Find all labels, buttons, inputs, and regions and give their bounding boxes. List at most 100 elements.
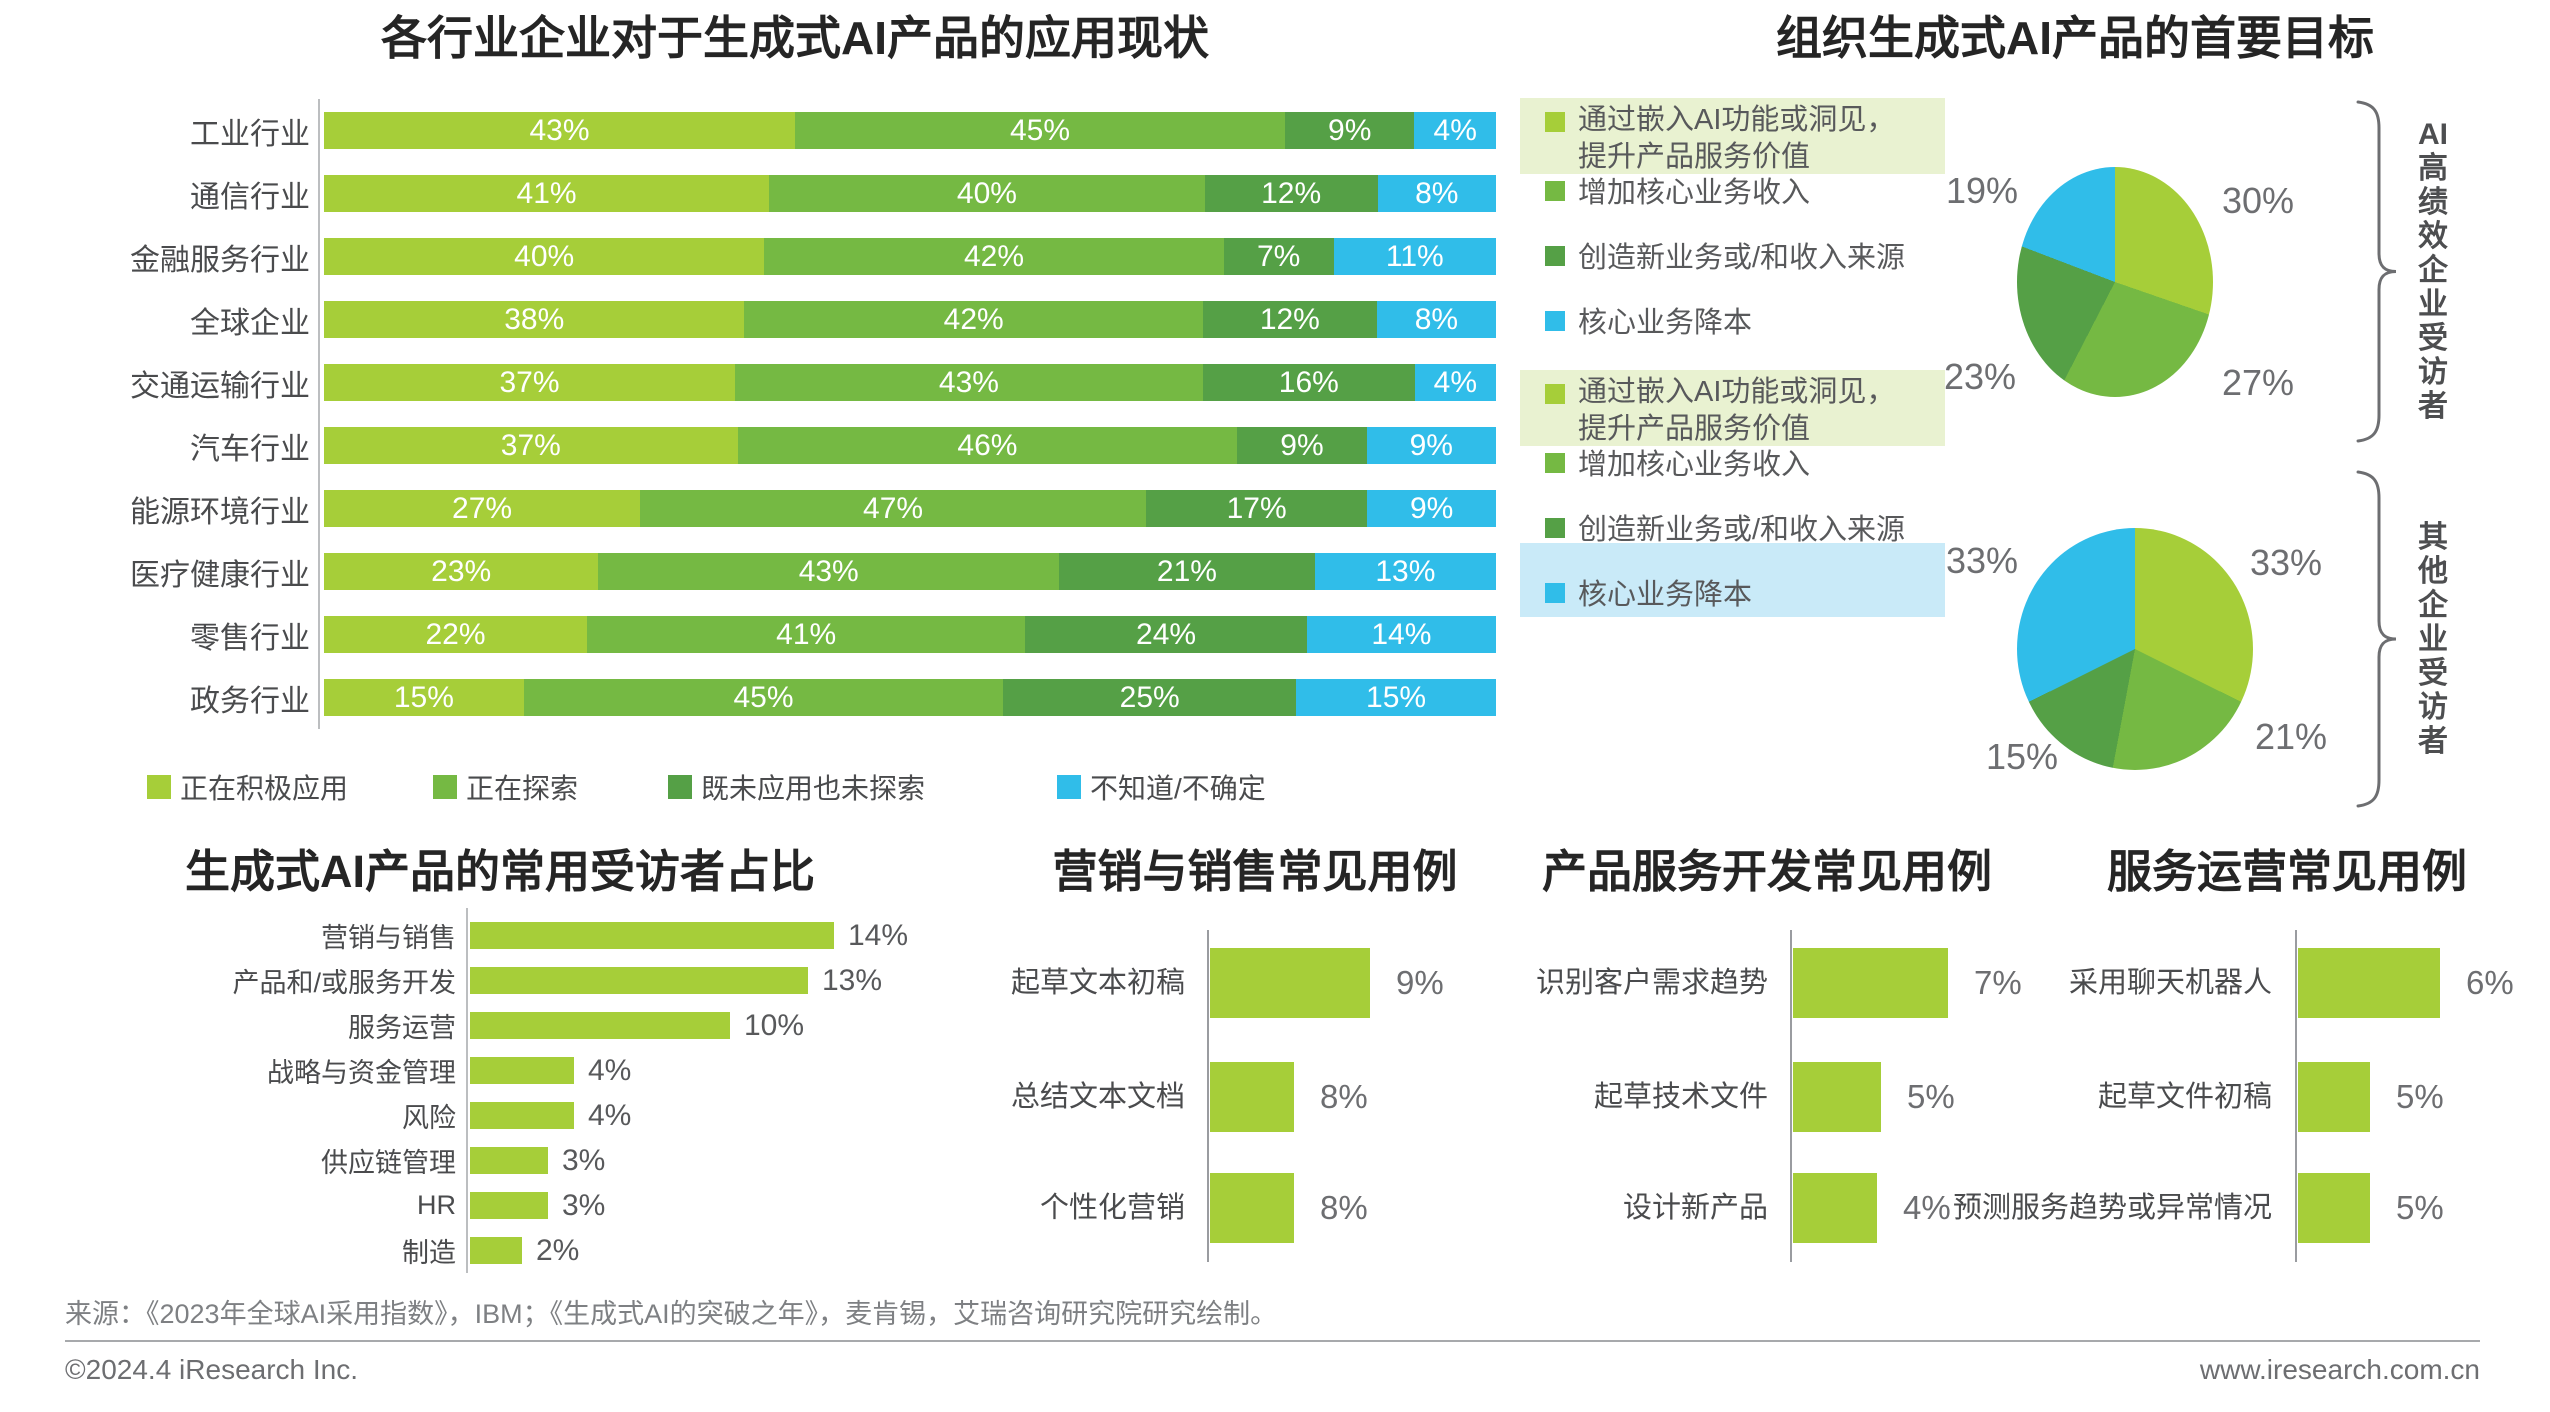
source-note: 来源：《2023年全球AI采用指数》，IBM；《生成式AI的突破之年》，麦肯锡，… — [65, 1299, 1278, 1329]
bar-segment-value: 15% — [1366, 680, 1427, 714]
usecase-bar-value: 7% — [1974, 964, 2022, 1001]
group-label-char: 企 — [2418, 589, 2448, 622]
website-link[interactable]: www.iresearch.com.cn — [2199, 1354, 2480, 1385]
respondent-bar-value: 10% — [744, 1008, 805, 1042]
bar-segment-value: 45% — [733, 680, 794, 714]
respondent-row-label: 产品和/或服务开发 — [232, 968, 456, 998]
industry-row-bar: 22% 41% 24% 14% — [324, 616, 1496, 653]
usecase-chart-axis — [1790, 930, 1792, 1262]
group-brace — [2356, 470, 2397, 808]
respondent-row: 制造 2% — [65, 1228, 908, 1273]
legend-item: 既未应用也未探索 — [668, 772, 925, 804]
service-usecases-title: 服务运营常见用例 — [2106, 846, 2467, 897]
industry-row: 零售行业 22% 41% 24% 14% — [65, 603, 1496, 666]
usecase-bar-value: 6% — [2466, 964, 2514, 1001]
respondent-bar-value: 14% — [848, 918, 909, 952]
bar-segment-1: 15% — [324, 679, 524, 716]
legend-item: 正在探索 — [433, 772, 578, 804]
bar-segment-4: 8% — [1376, 301, 1496, 338]
respondent-bar-value: 4% — [588, 1053, 632, 1087]
usecase-bar — [1210, 1062, 1294, 1132]
respondent-bar — [470, 1192, 548, 1219]
usecase-bar — [1793, 1062, 1881, 1132]
bar-segment-2: 41% — [587, 616, 1026, 653]
respondent-bar — [470, 1012, 730, 1039]
usecase-row-label: 起草文件初稿 — [2097, 1081, 2272, 1113]
respondent-row-barwrap: 10% — [468, 1009, 804, 1043]
group-label-char: 访 — [2418, 356, 2448, 389]
respondent-row-label: 战略与资金管理 — [267, 1058, 456, 1088]
respondent-row-label: 供应链管理 — [321, 1148, 456, 1178]
pie-chart — [2017, 528, 2253, 770]
respondent-bar-value: 4% — [588, 1098, 632, 1132]
bar-segment-value: 8% — [1414, 302, 1459, 336]
industry-row-label: 零售行业 — [190, 621, 310, 655]
bar-segment-4: 11% — [1333, 238, 1496, 275]
bar-segment-value: 43% — [529, 113, 590, 147]
group-brace — [2356, 100, 2397, 443]
respondent-row-label: 风险 — [402, 1103, 456, 1133]
pie-chart — [2017, 167, 2213, 397]
group-label-char: 访 — [2418, 691, 2448, 724]
respondent-bar — [470, 922, 834, 949]
legend-swatch — [668, 775, 692, 799]
pie-slice-value: 21% — [2255, 716, 2328, 757]
industry-row-bar: 41% 40% 12% 8% — [324, 175, 1496, 212]
legend-highlight-green — [1520, 98, 1945, 174]
legend-swatch — [433, 775, 457, 799]
usecase-row-label: 起草技术文件 — [1593, 1081, 1768, 1113]
usecase-row-label: 识别客户需求趋势 — [1535, 967, 1768, 999]
industry-row-bar: 23% 43% 21% 13% — [324, 553, 1496, 590]
bar-segment-2: 40% — [769, 175, 1205, 212]
bar-segment-value: 23% — [431, 554, 492, 588]
usecase-bar — [1793, 948, 1948, 1018]
bar-segment-value: 27% — [452, 491, 513, 525]
bar-segment-3: 21% — [1059, 553, 1315, 590]
usecase-row-label: 个性化营销 — [1039, 1192, 1185, 1224]
bar-segment-2: 43% — [734, 364, 1203, 401]
usecase-row-label: 预测服务趋势或异常情况 — [1952, 1192, 2272, 1224]
bar-segment-value: 25% — [1119, 680, 1180, 714]
respondent-row: HR 3% — [65, 1183, 908, 1228]
bar-segment-3: 24% — [1025, 616, 1307, 653]
pie-legend-swatch — [1545, 181, 1565, 201]
bar-segment-1: 23% — [324, 553, 599, 590]
bar-segment-value: 9% — [1409, 428, 1453, 462]
bar-segment-value: 42% — [963, 239, 1025, 273]
usecase-row-label: 设计新产品 — [1622, 1192, 1768, 1224]
bar-segment-value: 43% — [938, 365, 999, 399]
bar-segment-1: 37% — [324, 364, 735, 401]
bar-segment-1: 37% — [324, 427, 738, 464]
bar-segment-value: 12% — [1259, 302, 1320, 336]
respondent-bar-value: 3% — [562, 1188, 606, 1222]
footer-divider — [65, 1340, 2480, 1342]
group-label-char: 高 — [2418, 152, 2448, 185]
bar-segment-value: 7% — [1256, 239, 1301, 273]
respondent-bar — [470, 1237, 522, 1264]
respondent-row-barwrap: 4% — [468, 1054, 631, 1088]
usecase-row-label: 采用聊天机器人 — [2068, 967, 2272, 999]
bar-segment-4: 15% — [1296, 679, 1496, 716]
industry-row: 通信行业 41% 40% 12% 8% — [65, 162, 1496, 225]
industry-row-bar: 40% 42% 7% 11% — [324, 238, 1496, 275]
usecase-bar-value: 4% — [1903, 1189, 1951, 1226]
bar-segment-value: 9% — [1280, 428, 1324, 462]
industry-row-label: 金融服务行业 — [130, 243, 310, 277]
bar-segment-value: 12% — [1261, 176, 1322, 210]
pie-legend-swatch — [1545, 311, 1565, 331]
bar-segment-4: 14% — [1306, 616, 1496, 653]
bar-segment-value: 46% — [957, 428, 1018, 462]
bar-segment-value: 38% — [504, 302, 565, 336]
bar-segment-value: 42% — [943, 302, 1004, 336]
pie-legend-label: 创造新业务或/和收入来源 — [1578, 242, 1906, 274]
group-label-char: 者 — [2418, 390, 2448, 423]
industry-row: 金融服务行业 40% 42% 7% 11% — [65, 225, 1496, 288]
group-label-char: 受 — [2418, 657, 2448, 690]
pie-legend-swatch — [1545, 384, 1565, 404]
usecase-bar-value: 5% — [2396, 1078, 2444, 1115]
respondent-row-label: 营销与销售 — [321, 923, 456, 953]
bar-segment-value: 41% — [516, 176, 577, 210]
industry-row: 全球企业 38% 42% 12% 8% — [65, 288, 1496, 351]
marketing-usecases-title: 营销与销售常见用例 — [1052, 846, 1458, 897]
bar-segment-value: 8% — [1415, 176, 1459, 210]
